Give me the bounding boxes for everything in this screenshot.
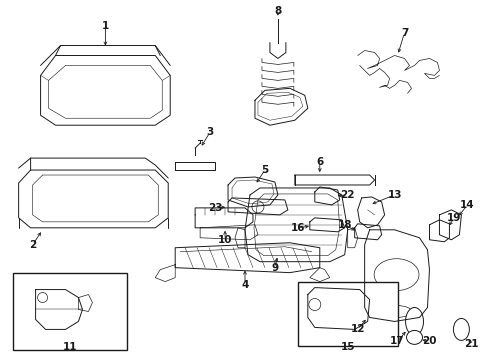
Text: 5: 5 xyxy=(261,165,268,175)
FancyBboxPatch shape xyxy=(297,282,397,346)
FancyBboxPatch shape xyxy=(13,273,127,350)
Text: 10: 10 xyxy=(217,235,232,245)
Text: 20: 20 xyxy=(421,336,436,346)
Ellipse shape xyxy=(406,330,422,345)
Text: 17: 17 xyxy=(389,336,404,346)
Text: 19: 19 xyxy=(447,213,461,223)
Text: 4: 4 xyxy=(241,280,248,289)
Text: 16: 16 xyxy=(290,223,305,233)
Text: 21: 21 xyxy=(463,339,478,349)
Text: 3: 3 xyxy=(206,127,213,137)
Text: 18: 18 xyxy=(337,220,351,230)
Text: 9: 9 xyxy=(271,263,278,273)
Ellipse shape xyxy=(373,259,418,291)
Text: 15: 15 xyxy=(340,342,354,352)
Text: 2: 2 xyxy=(29,240,36,250)
Text: 14: 14 xyxy=(459,200,474,210)
Ellipse shape xyxy=(381,306,411,318)
Text: 12: 12 xyxy=(350,324,364,334)
Ellipse shape xyxy=(405,307,423,336)
Text: 7: 7 xyxy=(400,28,407,37)
Text: 13: 13 xyxy=(386,190,401,200)
Text: 23: 23 xyxy=(207,203,222,213)
Ellipse shape xyxy=(452,319,468,340)
Text: 1: 1 xyxy=(102,21,109,31)
Text: 22: 22 xyxy=(340,190,354,200)
Text: 8: 8 xyxy=(274,6,281,15)
Text: 6: 6 xyxy=(316,157,323,167)
Text: 11: 11 xyxy=(63,342,78,352)
